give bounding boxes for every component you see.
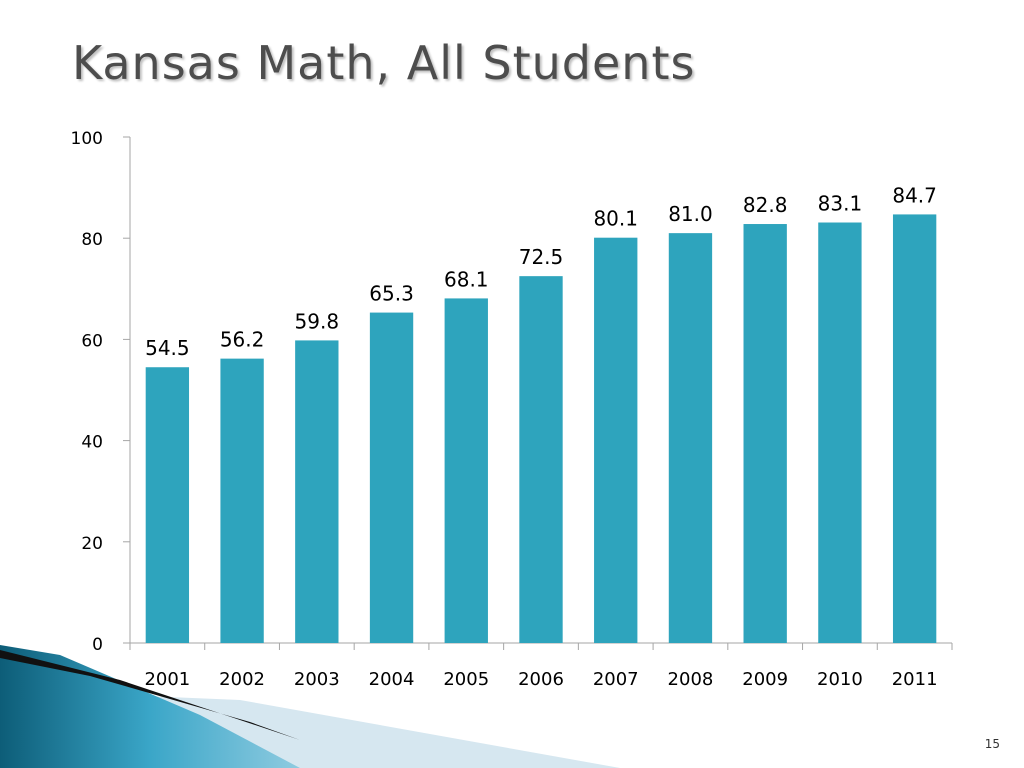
slide-title: Kansas Math, All Students — [72, 36, 696, 90]
data-label: 56.2 — [220, 328, 265, 352]
data-label: 72.5 — [519, 245, 564, 269]
x-tick-label: 2002 — [219, 669, 265, 690]
x-tick-label: 2010 — [817, 669, 863, 690]
data-label: 54.5 — [145, 336, 190, 360]
x-tick-label: 2005 — [443, 669, 489, 690]
x-tick-label: 2003 — [294, 669, 340, 690]
slide-number: 15 — [984, 737, 1000, 751]
bar-2008 — [668, 233, 713, 643]
bar-2010 — [818, 222, 862, 643]
data-label: 84.7 — [892, 183, 937, 207]
bar-2002 — [220, 358, 264, 643]
x-tick-label: 2008 — [668, 669, 714, 690]
bar-2009 — [743, 224, 787, 644]
y-tick-label: 80 — [81, 230, 103, 250]
data-label: 68.1 — [444, 267, 489, 291]
y-tick-label: 60 — [81, 331, 103, 351]
y-tick-label: 0 — [92, 635, 103, 655]
data-label: 82.8 — [743, 193, 788, 217]
y-tick-label: 40 — [81, 433, 103, 453]
data-label: 81.0 — [668, 202, 713, 226]
y-tick-label: 100 — [71, 129, 103, 149]
data-label: 59.8 — [295, 309, 340, 333]
bar-2006 — [519, 276, 563, 643]
data-label: 83.1 — [818, 192, 863, 216]
bar-2011 — [892, 214, 937, 643]
data-label: 65.3 — [369, 282, 414, 306]
y-tick-label: 20 — [81, 534, 103, 554]
bars — [145, 214, 937, 644]
x-tick-label: 2009 — [742, 669, 788, 690]
decor-blue-swoosh — [0, 645, 300, 768]
x-tick-label: 2004 — [369, 669, 415, 690]
bar-2007 — [594, 237, 638, 643]
bar-2005 — [444, 298, 488, 643]
bar-2004 — [369, 312, 414, 643]
x-tick-label: 2001 — [144, 669, 190, 690]
x-tick-label: 2011 — [892, 669, 938, 690]
bar-2001 — [145, 367, 190, 643]
data-label: 80.1 — [593, 207, 638, 231]
y-axis: 0 20 40 60 80 100 — [71, 129, 131, 655]
data-labels: 54.5 56.2 59.8 65.3 68.1 72.5 80.1 81.0 82.8 83.1… — [145, 183, 937, 360]
x-tick-label: 2006 — [518, 669, 564, 690]
bar-2003 — [295, 340, 339, 643]
decor-black-stripe — [0, 650, 300, 740]
x-tick-label: 2007 — [593, 669, 639, 690]
x-axis: 2001 2002 2003 2004 2005 2006 2007 2008 2009 2010… — [129, 642, 953, 690]
